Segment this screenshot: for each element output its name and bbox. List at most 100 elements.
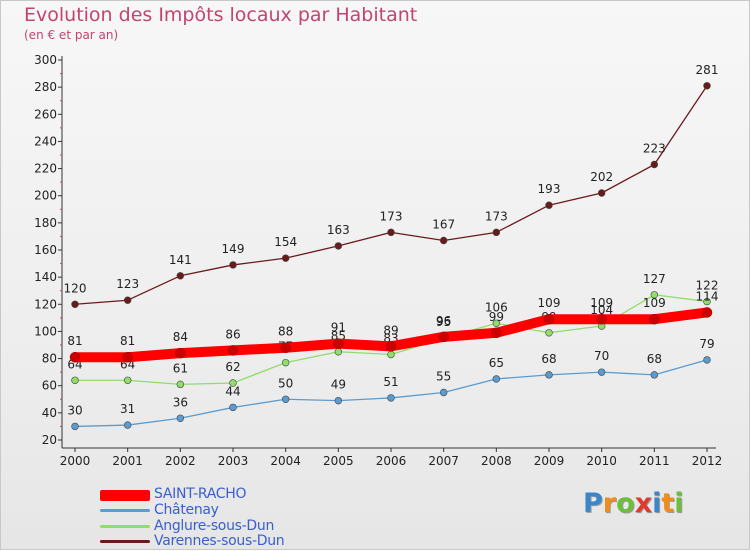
data-label-saint-racho: 91 xyxy=(331,321,346,335)
data-label-chatenay: 55 xyxy=(436,370,451,384)
series-line-varennes-sous-dun xyxy=(74,85,708,305)
data-point-varennes-sous-dun xyxy=(123,296,132,304)
data-label-saint-racho: 109 xyxy=(590,296,613,310)
data-label-chatenay: 79 xyxy=(699,337,714,351)
data-point-chatenay xyxy=(71,422,79,431)
x-tick-label: 2008 xyxy=(481,454,512,468)
data-point-chatenay xyxy=(545,371,553,379)
data-label-anglure-sous-dun: 127 xyxy=(643,272,666,286)
x-tick-label: 2009 xyxy=(534,454,565,468)
data-label-anglure-sous-dun: 62 xyxy=(225,360,240,374)
data-point-chatenay xyxy=(176,414,185,422)
legend-label-anglure-sous-dun: Anglure-sous-Dun xyxy=(154,518,275,534)
data-label-saint-racho: 109 xyxy=(538,296,561,310)
data-label-anglure-sous-dun: 104 xyxy=(590,303,613,317)
data-label-varennes-sous-dun: 141 xyxy=(169,253,192,267)
y-tick-label: 300 xyxy=(34,53,57,67)
y-tick-label: 280 xyxy=(34,80,57,94)
data-label-varennes-sous-dun: 281 xyxy=(696,63,719,77)
data-point-anglure-sous-dun xyxy=(387,350,395,359)
data-point-chatenay xyxy=(439,388,448,397)
data-point-saint-racho xyxy=(385,341,397,352)
data-label-saint-racho: 109 xyxy=(643,296,666,310)
data-point-saint-racho xyxy=(280,342,291,353)
data-point-varennes-sous-dun xyxy=(334,242,343,250)
data-label-saint-racho: 99 xyxy=(489,310,504,324)
data-point-varennes-sous-dun xyxy=(387,228,395,237)
data-point-saint-racho xyxy=(69,351,81,363)
data-point-varennes-sous-dun xyxy=(176,272,185,280)
data-label-saint-racho: 114 xyxy=(696,289,719,303)
legend-label-saint-racho: SAINT-RACHO xyxy=(154,486,247,502)
data-point-saint-racho xyxy=(333,338,344,349)
data-point-varennes-sous-dun xyxy=(650,160,659,169)
y-tick-label: 200 xyxy=(34,189,57,203)
series-line-chatenay xyxy=(74,359,708,428)
logo-letter: o xyxy=(616,488,635,519)
data-label-varennes-sous-dun: 173 xyxy=(485,209,508,223)
logo-letter: x xyxy=(634,488,653,519)
logo-letter: i xyxy=(652,488,662,519)
logo-letter: r xyxy=(602,488,617,519)
proxiti-logo: Proxiti xyxy=(583,488,684,519)
logo-letter: P xyxy=(583,488,603,519)
data-label-saint-racho: 86 xyxy=(225,327,240,341)
data-label-varennes-sous-dun: 163 xyxy=(327,223,350,237)
x-tick-label: 2010 xyxy=(586,454,617,468)
x-tick-label: 2006 xyxy=(376,454,407,468)
data-point-anglure-sous-dun xyxy=(229,379,237,387)
data-point-chatenay xyxy=(123,421,132,429)
data-point-anglure-sous-dun xyxy=(281,358,290,367)
y-tick-label: 220 xyxy=(34,162,57,176)
data-point-saint-racho xyxy=(227,345,239,356)
x-tick-label: 2003 xyxy=(218,454,249,468)
data-label-chatenay: 68 xyxy=(647,352,662,366)
data-label-varennes-sous-dun: 173 xyxy=(380,209,403,223)
y-tick-label: 260 xyxy=(34,107,57,121)
data-point-saint-racho xyxy=(596,313,607,325)
data-point-anglure-sous-dun xyxy=(492,319,501,327)
x-tick-label: 2001 xyxy=(112,454,143,468)
data-label-chatenay: 65 xyxy=(489,356,504,370)
data-label-chatenay: 70 xyxy=(594,349,609,363)
y-tick-label: 140 xyxy=(34,270,57,284)
data-label-chatenay: 68 xyxy=(541,352,556,366)
data-point-varennes-sous-dun xyxy=(545,201,553,209)
data-point-varennes-sous-dun xyxy=(229,261,237,269)
data-point-anglure-sous-dun xyxy=(123,376,132,384)
data-point-varennes-sous-dun xyxy=(439,236,448,245)
data-label-varennes-sous-dun: 154 xyxy=(274,235,297,249)
data-point-anglure-sous-dun xyxy=(334,348,343,356)
data-label-varennes-sous-dun: 223 xyxy=(643,142,666,156)
legend-label-chatenay: Châtenay xyxy=(154,502,219,518)
data-point-anglure-sous-dun xyxy=(71,376,79,384)
legend-swatch-chatenay xyxy=(100,509,150,512)
data-label-anglure-sous-dun: 61 xyxy=(173,361,188,375)
data-point-chatenay xyxy=(492,375,501,383)
data-point-varennes-sous-dun xyxy=(71,300,79,308)
data-point-chatenay xyxy=(703,356,711,364)
data-label-saint-racho: 89 xyxy=(383,323,398,337)
y-tick-label: 100 xyxy=(34,324,57,338)
data-label-varennes-sous-dun: 202 xyxy=(590,170,613,184)
data-label-varennes-sous-dun: 149 xyxy=(222,242,245,256)
x-tick-label: 2011 xyxy=(639,454,670,468)
data-point-chatenay xyxy=(281,395,290,403)
y-tick-label: 240 xyxy=(34,134,57,148)
data-label-varennes-sous-dun: 167 xyxy=(432,218,455,232)
data-point-anglure-sous-dun xyxy=(650,291,659,299)
data-point-saint-racho xyxy=(543,313,555,325)
x-tick-label: 2002 xyxy=(165,454,196,468)
data-point-chatenay xyxy=(387,394,395,402)
data-label-chatenay: 36 xyxy=(173,395,188,409)
data-label-anglure-sous-dun: 95 xyxy=(436,315,451,329)
data-label-saint-racho: 88 xyxy=(278,325,293,339)
data-label-saint-racho: 81 xyxy=(120,334,135,348)
data-point-saint-racho xyxy=(649,313,660,325)
y-tick-label: 160 xyxy=(34,243,57,257)
y-tick-label: 120 xyxy=(34,297,57,311)
y-tick-label: 180 xyxy=(34,216,57,230)
data-label-saint-racho: 84 xyxy=(173,330,188,344)
chart-title: Evolution des Impôts locaux par Habitant xyxy=(24,4,418,26)
